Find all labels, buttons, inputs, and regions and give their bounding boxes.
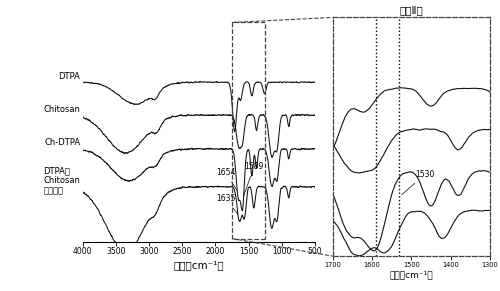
Title: 酰胺Ⅱ带: 酰胺Ⅱ带 (400, 5, 423, 15)
Text: 1635: 1635 (216, 194, 238, 214)
Text: 1530: 1530 (402, 170, 434, 195)
Text: DTPA: DTPA (58, 72, 80, 81)
X-axis label: 波数（cm⁻¹）: 波数（cm⁻¹） (390, 270, 433, 279)
Bar (232, 22, 265, 239)
Text: 1589: 1589 (244, 162, 264, 196)
Text: DTPA与
Chitosan
物理混合: DTPA与 Chitosan 物理混合 (44, 166, 80, 196)
Text: 1654: 1654 (216, 168, 237, 190)
X-axis label: 波数（cm⁻¹）: 波数（cm⁻¹） (174, 260, 224, 270)
Text: Ch-DTPA: Ch-DTPA (44, 139, 80, 148)
Text: Chitosan: Chitosan (44, 104, 80, 113)
